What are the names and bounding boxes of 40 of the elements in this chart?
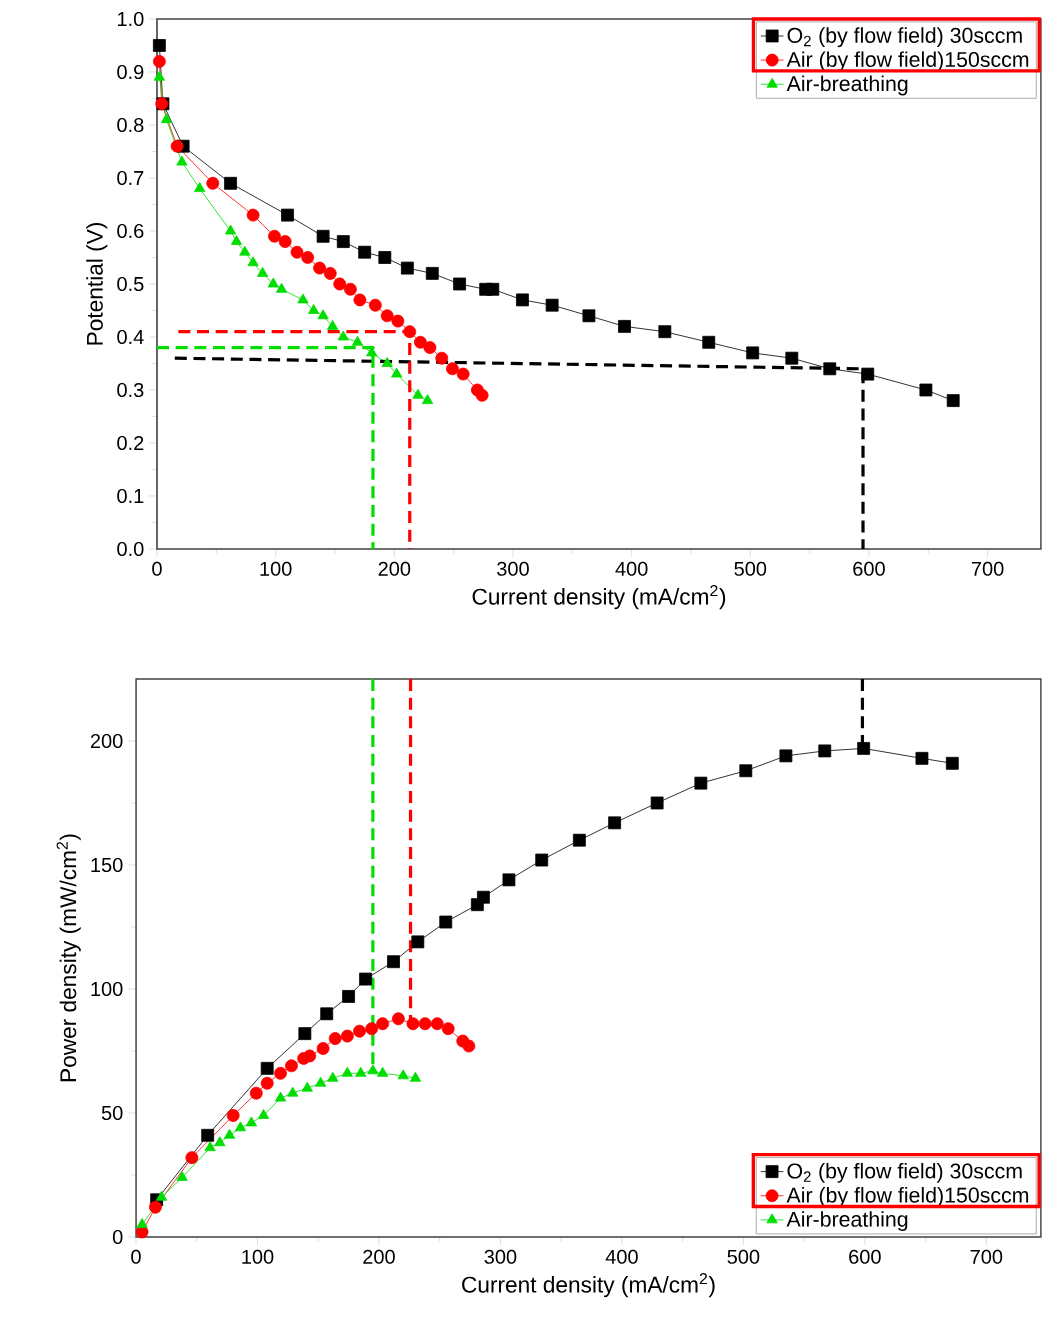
legend-label: Air-breathing xyxy=(786,75,908,96)
x-tick-label: 300 xyxy=(497,561,529,576)
y-tick-label: 0.4 xyxy=(117,329,144,345)
x-tick-label: 100 xyxy=(260,561,292,576)
y-tick-label: 0.0 xyxy=(117,541,144,557)
y-tick-label: 0 xyxy=(113,1229,123,1245)
x-tick-label: 0 xyxy=(152,561,162,576)
y-axis-title: Power density (mW/cm$^{2}$) xyxy=(56,834,81,1082)
y-tick-label: 0.7 xyxy=(117,170,144,186)
y-tick-label: 200 xyxy=(91,733,123,749)
y-tick-label: 0.1 xyxy=(117,488,144,504)
y-tick-label: 0.6 xyxy=(117,223,144,239)
x-axis-title: Current density (mA/cm$^{2}$) xyxy=(472,585,726,610)
y-tick-label: 50 xyxy=(101,1105,123,1121)
x-tick-label: 500 xyxy=(734,561,767,576)
x-tick-label: 400 xyxy=(605,1249,638,1264)
y-axis-title: Potential (V) xyxy=(86,223,108,345)
y-tick-label: 0.5 xyxy=(117,276,144,292)
legend-label: O$_{2}$ (by flow field) 30sccm xyxy=(787,27,1022,48)
x-tick-label: 700 xyxy=(972,561,1004,576)
x-tick-label: 700 xyxy=(970,1249,1003,1264)
x-tick-label: 200 xyxy=(378,561,411,576)
y-tick-label: 1.0 xyxy=(118,11,144,27)
x-tick-label: 400 xyxy=(615,561,648,576)
y-tick-label: 0.8 xyxy=(117,117,144,133)
y-tick-label: 100 xyxy=(91,981,123,997)
legend-label: Air (by flow field)150sccm xyxy=(786,51,1029,72)
x-tick-label: 300 xyxy=(484,1249,517,1264)
legend-label: O$_{2}$ (by flow field) 30sccm xyxy=(787,1162,1022,1183)
y-tick-label: 150 xyxy=(91,857,123,873)
y-tick-label: 0.3 xyxy=(117,382,144,398)
x-axis-title: Current density (mA/cm$^{2}$) xyxy=(462,1273,715,1298)
legend-label: Air-breathing xyxy=(786,1211,908,1232)
x-tick-label: 200 xyxy=(363,1249,395,1264)
x-tick-label: 600 xyxy=(853,561,885,576)
x-tick-label: 100 xyxy=(242,1249,274,1264)
y-tick-label: 0.2 xyxy=(117,435,144,451)
x-tick-label: 500 xyxy=(727,1249,760,1264)
y-tick-label: 0.9 xyxy=(117,64,144,80)
x-tick-label: 600 xyxy=(849,1249,881,1264)
